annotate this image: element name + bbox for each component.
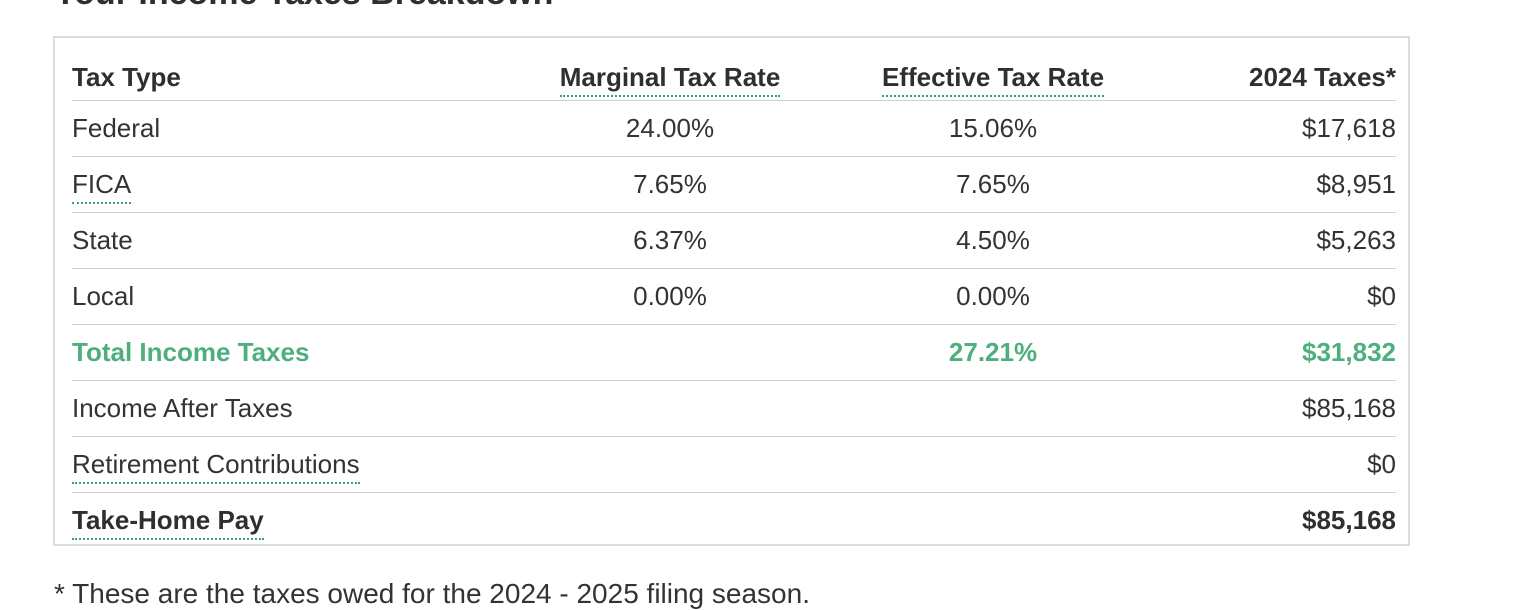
marginal-rate-value: 0.00%: [505, 268, 835, 325]
table-row-local: Local 0.00% 0.00% $0: [72, 268, 1396, 325]
tax-breakdown-table: Tax Type Marginal Tax Rate Effective Tax…: [72, 54, 1396, 548]
take-home-pay-tooltip-trigger[interactable]: Take-Home Pay: [72, 505, 264, 541]
effective-rate-value: [835, 493, 1151, 549]
tax-breakdown-card: Tax Type Marginal Tax Rate Effective Tax…: [53, 36, 1410, 546]
table-row-retirement-contributions: Retirement Contributions $0: [72, 436, 1396, 493]
taxes-value: $85,168: [1151, 380, 1396, 437]
header-2024-taxes: 2024 Taxes*: [1151, 54, 1396, 101]
taxes-value: $17,618: [1151, 100, 1396, 157]
marginal-rate-value: 6.37%: [505, 212, 835, 269]
taxes-value: $0: [1151, 436, 1396, 493]
header-marginal-tax-rate[interactable]: Marginal Tax Rate: [505, 54, 835, 101]
table-header-row: Tax Type Marginal Tax Rate Effective Tax…: [72, 54, 1396, 101]
marginal-rate-value: [505, 436, 835, 493]
marginal-rate-value: [505, 380, 835, 437]
taxes-value: $31,832: [1151, 324, 1396, 381]
row-label: Total Income Taxes: [72, 324, 505, 381]
taxes-value: $8,951: [1151, 156, 1396, 213]
marginal-rate-value: 7.65%: [505, 156, 835, 213]
row-label: Local: [72, 268, 505, 325]
footnote: * These are the taxes owed for the 2024 …: [54, 578, 810, 609]
effective-rate-value: 4.50%: [835, 212, 1151, 269]
page-title: Your Income Taxes Breakdown: [54, 0, 553, 10]
header-tax-type: Tax Type: [72, 54, 505, 101]
effective-rate-value: 7.65%: [835, 156, 1151, 213]
row-label-cell: Retirement Contributions: [72, 436, 505, 493]
header-effective-tax-rate[interactable]: Effective Tax Rate: [835, 54, 1151, 101]
effective-rate-value: [835, 380, 1151, 437]
marginal-rate-value: [505, 324, 835, 381]
table-row-fica: FICA 7.65% 7.65% $8,951: [72, 156, 1396, 213]
effective-rate-value: 27.21%: [835, 324, 1151, 381]
taxes-value: $0: [1151, 268, 1396, 325]
table-row-take-home-pay: Take-Home Pay $85,168: [72, 493, 1396, 549]
table-row-income-after-taxes: Income After Taxes $85,168: [72, 380, 1396, 437]
effective-tax-rate-tooltip-trigger[interactable]: Effective Tax Rate: [881, 62, 1105, 98]
effective-rate-value: [835, 436, 1151, 493]
table-row-total-income-taxes: Total Income Taxes 27.21% $31,832: [72, 324, 1396, 381]
row-label: Federal: [72, 100, 505, 157]
table-row-federal: Federal 24.00% 15.06% $17,618: [72, 100, 1396, 157]
row-label: Income After Taxes: [72, 380, 505, 437]
marginal-rate-value: 24.00%: [505, 100, 835, 157]
effective-rate-value: 15.06%: [835, 100, 1151, 157]
marginal-rate-value: [505, 493, 835, 549]
fica-tooltip-trigger[interactable]: FICA: [72, 169, 132, 205]
taxes-value: $85,168: [1302, 505, 1396, 535]
row-label: State: [72, 212, 505, 269]
marginal-tax-rate-tooltip-trigger[interactable]: Marginal Tax Rate: [559, 62, 781, 98]
row-label-cell: Take-Home Pay: [72, 493, 505, 549]
retirement-contributions-tooltip-trigger[interactable]: Retirement Contributions: [72, 449, 360, 485]
row-label-cell: FICA: [72, 156, 505, 213]
effective-rate-value: 0.00%: [835, 268, 1151, 325]
table-row-state: State 6.37% 4.50% $5,263: [72, 212, 1396, 269]
taxes-value: $5,263: [1151, 212, 1396, 269]
